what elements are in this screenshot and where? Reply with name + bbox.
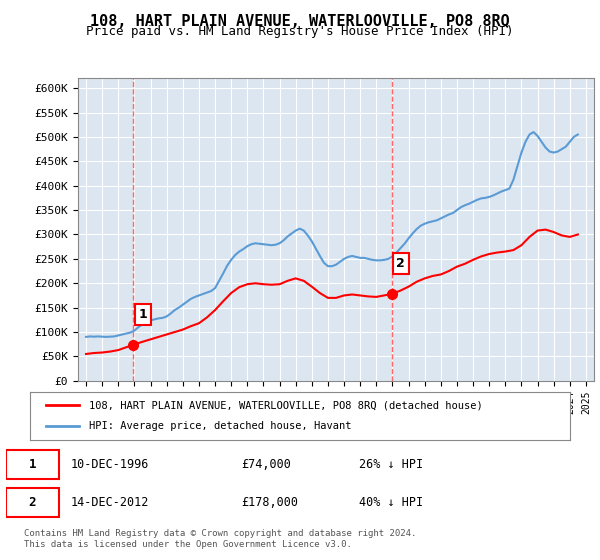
Text: 40% ↓ HPI: 40% ↓ HPI [359, 496, 423, 508]
Text: 10-DEC-1996: 10-DEC-1996 [71, 458, 149, 471]
Text: Contains HM Land Registry data © Crown copyright and database right 2024.
This d: Contains HM Land Registry data © Crown c… [24, 529, 416, 549]
Text: Price paid vs. HM Land Registry's House Price Index (HPI): Price paid vs. HM Land Registry's House … [86, 25, 514, 38]
Text: 1: 1 [139, 308, 147, 321]
Text: 2: 2 [397, 257, 405, 270]
Text: 108, HART PLAIN AVENUE, WATERLOOVILLE, PO8 8RQ (detached house): 108, HART PLAIN AVENUE, WATERLOOVILLE, P… [89, 400, 483, 410]
Text: 2: 2 [29, 496, 36, 508]
FancyBboxPatch shape [6, 450, 59, 479]
FancyBboxPatch shape [6, 488, 59, 516]
Text: 1: 1 [29, 458, 36, 471]
Text: £74,000: £74,000 [241, 458, 291, 471]
Text: HPI: Average price, detached house, Havant: HPI: Average price, detached house, Hava… [89, 421, 352, 431]
Text: 26% ↓ HPI: 26% ↓ HPI [359, 458, 423, 471]
Text: £178,000: £178,000 [241, 496, 298, 508]
Text: 14-DEC-2012: 14-DEC-2012 [71, 496, 149, 508]
Text: 108, HART PLAIN AVENUE, WATERLOOVILLE, PO8 8RQ: 108, HART PLAIN AVENUE, WATERLOOVILLE, P… [90, 14, 510, 29]
